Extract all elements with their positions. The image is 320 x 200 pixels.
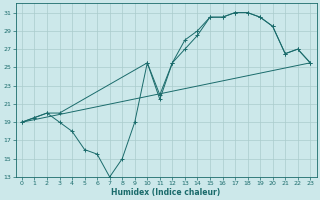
X-axis label: Humidex (Indice chaleur): Humidex (Indice chaleur) bbox=[111, 188, 221, 197]
